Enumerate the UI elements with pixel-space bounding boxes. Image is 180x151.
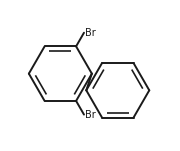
Text: Br: Br [85,28,96,38]
Text: Br: Br [85,111,96,120]
